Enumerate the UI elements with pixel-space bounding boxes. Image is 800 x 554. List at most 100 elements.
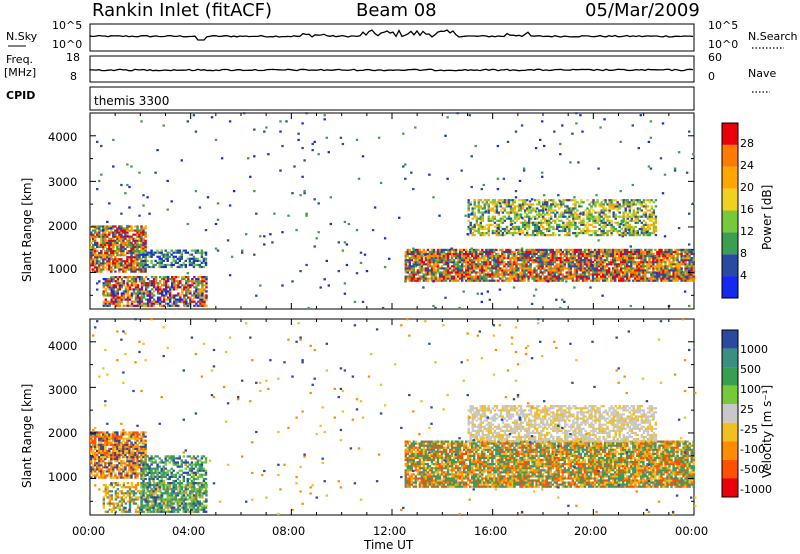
data-cell xyxy=(525,263,528,266)
data-cell xyxy=(114,433,117,436)
data-cell xyxy=(660,248,663,251)
data-cell xyxy=(388,257,391,260)
data-cell xyxy=(612,207,615,210)
data-cell xyxy=(676,279,679,282)
data-cell xyxy=(480,188,483,191)
data-cell xyxy=(640,275,643,278)
data-cell xyxy=(511,269,514,272)
data-cell xyxy=(461,250,464,254)
data-cell xyxy=(106,441,109,444)
data-cell xyxy=(537,273,540,276)
data-cell xyxy=(614,252,617,256)
data-cell xyxy=(140,257,143,260)
data-cell xyxy=(680,267,683,270)
data-cell xyxy=(169,286,172,289)
data-cell xyxy=(628,265,631,268)
data-cell xyxy=(164,255,167,258)
data-cell xyxy=(656,261,659,264)
data-cell xyxy=(626,267,629,270)
data-cell xyxy=(114,260,117,263)
data-cell xyxy=(496,227,500,230)
data-cell xyxy=(104,441,107,444)
data-cell xyxy=(444,269,448,272)
data-cell xyxy=(138,239,141,242)
data-cell xyxy=(587,271,591,274)
data-cell xyxy=(485,250,488,254)
data-cell xyxy=(525,209,529,212)
data-cell xyxy=(263,130,266,133)
data-cell xyxy=(138,233,141,236)
data-cell xyxy=(167,292,170,295)
data-cell xyxy=(601,279,605,282)
data-cell xyxy=(106,220,109,223)
data-cell xyxy=(658,263,661,266)
data-cell xyxy=(491,265,494,268)
data-cell xyxy=(622,232,625,235)
data-cell xyxy=(159,302,162,305)
data-cell xyxy=(602,225,605,228)
data-cell xyxy=(150,288,154,291)
data-cell xyxy=(624,219,627,222)
data-cell xyxy=(158,265,161,269)
data-cell xyxy=(104,282,107,285)
data-cell xyxy=(592,219,595,222)
data-cell xyxy=(609,250,613,254)
data-cell xyxy=(527,257,530,260)
data-cell xyxy=(567,263,571,266)
data-cell xyxy=(647,165,651,168)
data-cell xyxy=(638,250,641,254)
data-cell xyxy=(485,223,488,226)
data-cell xyxy=(576,213,579,216)
data-cell xyxy=(636,263,639,266)
data-cell xyxy=(513,273,516,276)
data-cell xyxy=(190,249,194,252)
data-cell xyxy=(588,213,591,216)
data-cell xyxy=(428,173,431,176)
data-cell xyxy=(485,261,488,264)
data-cell xyxy=(543,255,546,258)
data-cell xyxy=(540,232,543,235)
data-cell xyxy=(600,211,603,214)
data-cell xyxy=(440,267,444,270)
data-cell xyxy=(136,302,140,305)
data-cell xyxy=(434,269,438,272)
data-cell xyxy=(106,268,109,271)
data-cell xyxy=(126,239,129,242)
data-cell xyxy=(110,247,113,251)
data-cell xyxy=(481,277,484,280)
data-cell xyxy=(517,248,520,251)
data-cell xyxy=(483,275,486,278)
data-cell xyxy=(138,245,141,249)
data-cell xyxy=(136,264,139,267)
data-cell xyxy=(523,255,526,258)
data-cell xyxy=(672,273,675,276)
data-cell xyxy=(483,265,486,268)
data-cell xyxy=(98,470,101,473)
data-cell xyxy=(525,207,529,210)
data-cell xyxy=(664,263,667,266)
data-cell xyxy=(154,276,158,279)
data-cell xyxy=(471,252,474,256)
data-cell xyxy=(92,252,95,255)
data-cell xyxy=(503,255,506,258)
data-cell xyxy=(102,256,105,259)
data-cell xyxy=(499,261,502,264)
data-cell xyxy=(575,265,579,268)
data-cell xyxy=(110,276,113,279)
data-cell xyxy=(461,261,464,264)
data-cell xyxy=(654,248,657,251)
data-cell xyxy=(596,217,599,220)
data-cell xyxy=(680,252,683,256)
data-cell xyxy=(497,229,501,233)
data-cell xyxy=(96,140,99,143)
data-cell xyxy=(674,265,677,268)
data-cell xyxy=(592,217,595,220)
data-cell xyxy=(90,470,93,473)
data-cell xyxy=(518,179,522,182)
data-cell xyxy=(622,203,625,206)
data-cell xyxy=(602,207,605,210)
data-cell xyxy=(560,203,563,206)
data-cell xyxy=(467,219,470,222)
data-cell xyxy=(106,431,109,434)
data-cell xyxy=(646,205,650,208)
